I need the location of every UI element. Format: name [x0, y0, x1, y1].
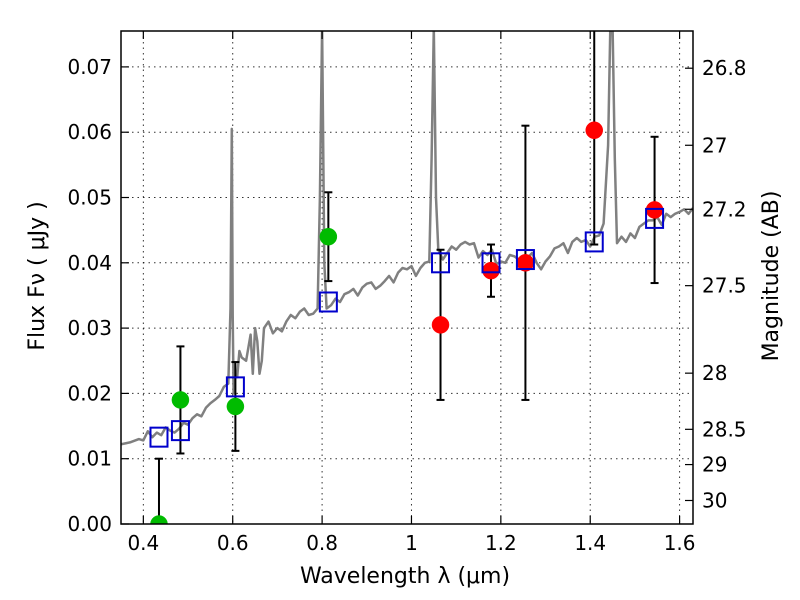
- observed-data-point: [585, 121, 603, 140]
- model-photometry-square: [318, 291, 338, 313]
- y2-tick-label: 27: [702, 133, 727, 157]
- grid-layer: [121, 31, 693, 524]
- y-tick-label: 0.03: [67, 316, 112, 340]
- marker-layer: [149, 121, 665, 524]
- y2-axis-label: Magnitude (AB): [759, 191, 784, 362]
- y-tick-label: 0.05: [67, 186, 112, 210]
- y-tick-label: 0.07: [67, 55, 112, 79]
- y-tick-label: 0.04: [67, 251, 112, 275]
- x-axis-label: Wavelength λ (μm): [300, 564, 510, 589]
- observed-data-point: [431, 316, 450, 334]
- y2-tick-label: 28.5: [702, 417, 747, 441]
- y2-tick-label: 28: [702, 361, 727, 385]
- model-photometry-square: [481, 252, 501, 274]
- model-spectrum-line: [121, 31, 693, 446]
- y-tick-label: 0.00: [67, 512, 112, 536]
- model-photometry-square: [431, 252, 451, 274]
- plot-layer: [121, 31, 693, 446]
- y2-tick-label: 27.2: [702, 197, 747, 221]
- x-tick-label: 0.8: [306, 531, 338, 555]
- y-axis-label: Flux Fν ( μJy ): [25, 201, 50, 350]
- x-tick-label: 1.6: [664, 531, 696, 555]
- y2-tick-label: 26.8: [702, 56, 747, 80]
- observed-data-point: [171, 391, 190, 409]
- y-tick-label: 0.06: [67, 120, 112, 144]
- model-photometry-square: [515, 249, 535, 271]
- y-tick-label: 0.01: [67, 447, 112, 471]
- x-tick-label: 0.4: [127, 531, 159, 555]
- plot-frame: [120, 30, 694, 525]
- x-tick-label: 1: [405, 531, 418, 555]
- model-photometry-square: [170, 420, 190, 442]
- model-photometry-square: [584, 231, 604, 253]
- x-tick-label: 1.4: [574, 531, 606, 555]
- y-tick-label: 0.02: [67, 381, 112, 405]
- observed-data-point: [645, 201, 664, 219]
- x-tick-label: 1.2: [485, 531, 517, 555]
- tick-layer: 0.4 0.6 0.8 1 1.2 1.4 1.6 0.00 0.01 0.02 0.03 0.04 0…: [67, 31, 747, 555]
- observed-data-point: [482, 261, 500, 280]
- model-photometry-square: [645, 207, 665, 229]
- model-photometry-square: [149, 426, 169, 448]
- model-photometry-square: [225, 376, 245, 398]
- y2-tick-label: 30: [702, 488, 727, 512]
- x-tick-label: 0.6: [217, 531, 249, 555]
- observed-data-point: [319, 227, 338, 246]
- y2-tick-label: 29: [702, 453, 727, 477]
- observed-data-point: [150, 515, 168, 524]
- y2-tick-label: 27.5: [702, 274, 747, 298]
- observed-data-point: [226, 397, 245, 416]
